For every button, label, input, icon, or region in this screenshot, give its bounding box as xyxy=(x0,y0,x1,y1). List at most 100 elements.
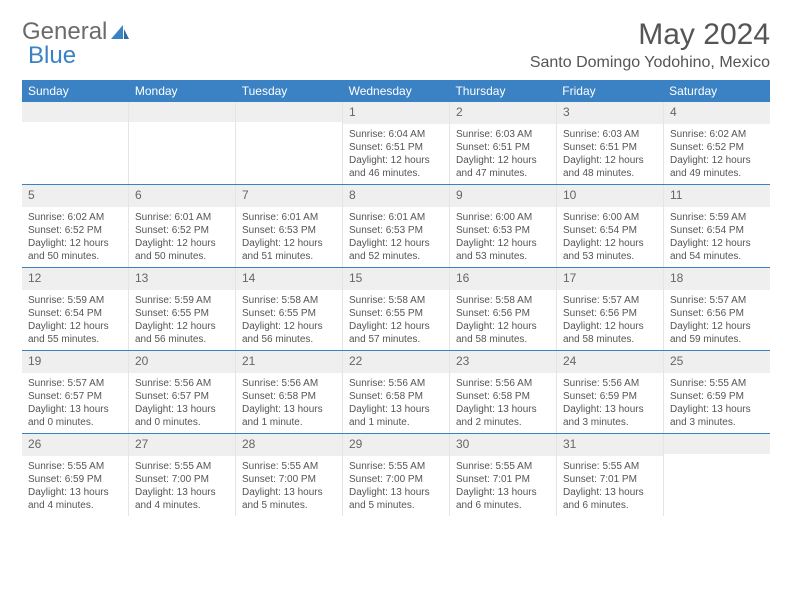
day-info: Sunrise: 5:58 AMSunset: 6:56 PMDaylight:… xyxy=(450,290,556,350)
sunset-text: Sunset: 6:58 PM xyxy=(456,390,550,403)
sunset-text: Sunset: 6:54 PM xyxy=(563,224,657,237)
day-cell: 21Sunrise: 5:56 AMSunset: 6:58 PMDayligh… xyxy=(236,351,343,433)
day-cell: 8Sunrise: 6:01 AMSunset: 6:53 PMDaylight… xyxy=(343,185,450,267)
sunrise-text: Sunrise: 5:55 AM xyxy=(242,460,336,473)
day-cell: 29Sunrise: 5:55 AMSunset: 7:00 PMDayligh… xyxy=(343,434,450,516)
day-info: Sunrise: 5:55 AMSunset: 7:01 PMDaylight:… xyxy=(557,456,663,516)
day-info: Sunrise: 6:03 AMSunset: 6:51 PMDaylight:… xyxy=(557,124,663,184)
day-number: 22 xyxy=(343,351,449,373)
sunset-text: Sunset: 6:56 PM xyxy=(456,307,550,320)
sunset-text: Sunset: 6:57 PM xyxy=(135,390,229,403)
daylight-text: Daylight: 12 hours and 55 minutes. xyxy=(28,320,122,346)
calendar: Sunday Monday Tuesday Wednesday Thursday… xyxy=(22,80,770,516)
sunset-text: Sunset: 6:59 PM xyxy=(563,390,657,403)
sunrise-text: Sunrise: 6:04 AM xyxy=(349,128,443,141)
daylight-text: Daylight: 12 hours and 52 minutes. xyxy=(349,237,443,263)
day-cell xyxy=(22,102,129,184)
daylight-text: Daylight: 13 hours and 3 minutes. xyxy=(563,403,657,429)
daylight-text: Daylight: 12 hours and 53 minutes. xyxy=(456,237,550,263)
sunset-text: Sunset: 6:52 PM xyxy=(135,224,229,237)
day-number: 3 xyxy=(557,102,663,124)
day-info: Sunrise: 6:01 AMSunset: 6:53 PMDaylight:… xyxy=(343,207,449,267)
day-cell: 12Sunrise: 5:59 AMSunset: 6:54 PMDayligh… xyxy=(22,268,129,350)
day-label-sat: Saturday xyxy=(663,80,770,102)
day-label-fri: Friday xyxy=(556,80,663,102)
day-number: 29 xyxy=(343,434,449,456)
daylight-text: Daylight: 13 hours and 4 minutes. xyxy=(28,486,122,512)
sunrise-text: Sunrise: 6:02 AM xyxy=(670,128,764,141)
sunset-text: Sunset: 6:55 PM xyxy=(135,307,229,320)
sunrise-text: Sunrise: 5:55 AM xyxy=(135,460,229,473)
day-info: Sunrise: 5:59 AMSunset: 6:54 PMDaylight:… xyxy=(664,207,770,267)
sunrise-text: Sunrise: 6:01 AM xyxy=(135,211,229,224)
day-info: Sunrise: 5:55 AMSunset: 7:01 PMDaylight:… xyxy=(450,456,556,516)
day-number xyxy=(664,434,770,454)
daylight-text: Daylight: 12 hours and 47 minutes. xyxy=(456,154,550,180)
sunrise-text: Sunrise: 6:00 AM xyxy=(563,211,657,224)
day-number: 4 xyxy=(664,102,770,124)
daylight-text: Daylight: 12 hours and 58 minutes. xyxy=(456,320,550,346)
day-cell: 16Sunrise: 5:58 AMSunset: 6:56 PMDayligh… xyxy=(450,268,557,350)
day-label-sun: Sunday xyxy=(22,80,129,102)
week-row: 5Sunrise: 6:02 AMSunset: 6:52 PMDaylight… xyxy=(22,185,770,268)
day-cell xyxy=(129,102,236,184)
day-number: 13 xyxy=(129,268,235,290)
week-row: 19Sunrise: 5:57 AMSunset: 6:57 PMDayligh… xyxy=(22,351,770,434)
day-cell: 20Sunrise: 5:56 AMSunset: 6:57 PMDayligh… xyxy=(129,351,236,433)
day-info: Sunrise: 5:55 AMSunset: 7:00 PMDaylight:… xyxy=(236,456,342,516)
day-number: 26 xyxy=(22,434,128,456)
daylight-text: Daylight: 13 hours and 5 minutes. xyxy=(349,486,443,512)
day-number: 6 xyxy=(129,185,235,207)
day-info: Sunrise: 6:02 AMSunset: 6:52 PMDaylight:… xyxy=(22,207,128,267)
day-cell: 30Sunrise: 5:55 AMSunset: 7:01 PMDayligh… xyxy=(450,434,557,516)
day-info: Sunrise: 5:56 AMSunset: 6:58 PMDaylight:… xyxy=(450,373,556,433)
day-info: Sunrise: 5:59 AMSunset: 6:54 PMDaylight:… xyxy=(22,290,128,350)
daylight-text: Daylight: 12 hours and 50 minutes. xyxy=(28,237,122,263)
sunset-text: Sunset: 6:55 PM xyxy=(349,307,443,320)
sunrise-text: Sunrise: 5:59 AM xyxy=(135,294,229,307)
day-number: 24 xyxy=(557,351,663,373)
day-info: Sunrise: 5:56 AMSunset: 6:59 PMDaylight:… xyxy=(557,373,663,433)
day-number: 1 xyxy=(343,102,449,124)
daylight-text: Daylight: 12 hours and 46 minutes. xyxy=(349,154,443,180)
day-number xyxy=(22,102,128,122)
sunrise-text: Sunrise: 5:56 AM xyxy=(563,377,657,390)
day-cell: 6 Sunrise: 6:01 AMSunset: 6:52 PMDaylight… xyxy=(129,185,236,267)
day-info: Sunrise: 5:56 AMSunset: 6:58 PMDaylight:… xyxy=(343,373,449,433)
day-number: 14 xyxy=(236,268,342,290)
day-number: 17 xyxy=(557,268,663,290)
day-cell: 10Sunrise: 6:00 AMSunset: 6:54 PMDayligh… xyxy=(557,185,664,267)
sunset-text: Sunset: 6:58 PM xyxy=(349,390,443,403)
sunset-text: Sunset: 6:51 PM xyxy=(563,141,657,154)
title-block: May 2024 Santo Domingo Yodohino, Mexico xyxy=(530,18,770,72)
daylight-text: Daylight: 13 hours and 0 minutes. xyxy=(28,403,122,429)
day-cell: 23Sunrise: 5:56 AMSunset: 6:58 PMDayligh… xyxy=(450,351,557,433)
sunset-text: Sunset: 6:55 PM xyxy=(242,307,336,320)
day-info: Sunrise: 6:03 AMSunset: 6:51 PMDaylight:… xyxy=(450,124,556,184)
logo-sail-icon xyxy=(109,23,131,41)
day-cell: 25Sunrise: 5:55 AMSunset: 6:59 PMDayligh… xyxy=(664,351,770,433)
day-cell: 13Sunrise: 5:59 AMSunset: 6:55 PMDayligh… xyxy=(129,268,236,350)
daylight-text: Daylight: 12 hours and 50 minutes. xyxy=(135,237,229,263)
sunset-text: Sunset: 6:53 PM xyxy=(349,224,443,237)
day-cell: 2Sunrise: 6:03 AMSunset: 6:51 PMDaylight… xyxy=(450,102,557,184)
day-info: Sunrise: 5:55 AMSunset: 7:00 PMDaylight:… xyxy=(343,456,449,516)
day-info: Sunrise: 5:55 AMSunset: 6:59 PMDaylight:… xyxy=(22,456,128,516)
sunset-text: Sunset: 7:00 PM xyxy=(349,473,443,486)
sunset-text: Sunset: 7:00 PM xyxy=(242,473,336,486)
daylight-text: Daylight: 13 hours and 5 minutes. xyxy=(242,486,336,512)
day-number: 12 xyxy=(22,268,128,290)
sunset-text: Sunset: 7:01 PM xyxy=(456,473,550,486)
day-number: 8 xyxy=(343,185,449,207)
day-cell: 9Sunrise: 6:00 AMSunset: 6:53 PMDaylight… xyxy=(450,185,557,267)
daylight-text: Daylight: 12 hours and 51 minutes. xyxy=(242,237,336,263)
day-number: 7 xyxy=(236,185,342,207)
day-info: Sunrise: 6:00 AMSunset: 6:54 PMDaylight:… xyxy=(557,207,663,267)
day-header-row: Sunday Monday Tuesday Wednesday Thursday… xyxy=(22,80,770,102)
day-cell: 27Sunrise: 5:55 AMSunset: 7:00 PMDayligh… xyxy=(129,434,236,516)
day-cell: 18Sunrise: 5:57 AMSunset: 6:56 PMDayligh… xyxy=(664,268,770,350)
day-cell: 28Sunrise: 5:55 AMSunset: 7:00 PMDayligh… xyxy=(236,434,343,516)
day-info: Sunrise: 6:02 AMSunset: 6:52 PMDaylight:… xyxy=(664,124,770,184)
day-cell: 22Sunrise: 5:56 AMSunset: 6:58 PMDayligh… xyxy=(343,351,450,433)
daylight-text: Daylight: 13 hours and 0 minutes. xyxy=(135,403,229,429)
